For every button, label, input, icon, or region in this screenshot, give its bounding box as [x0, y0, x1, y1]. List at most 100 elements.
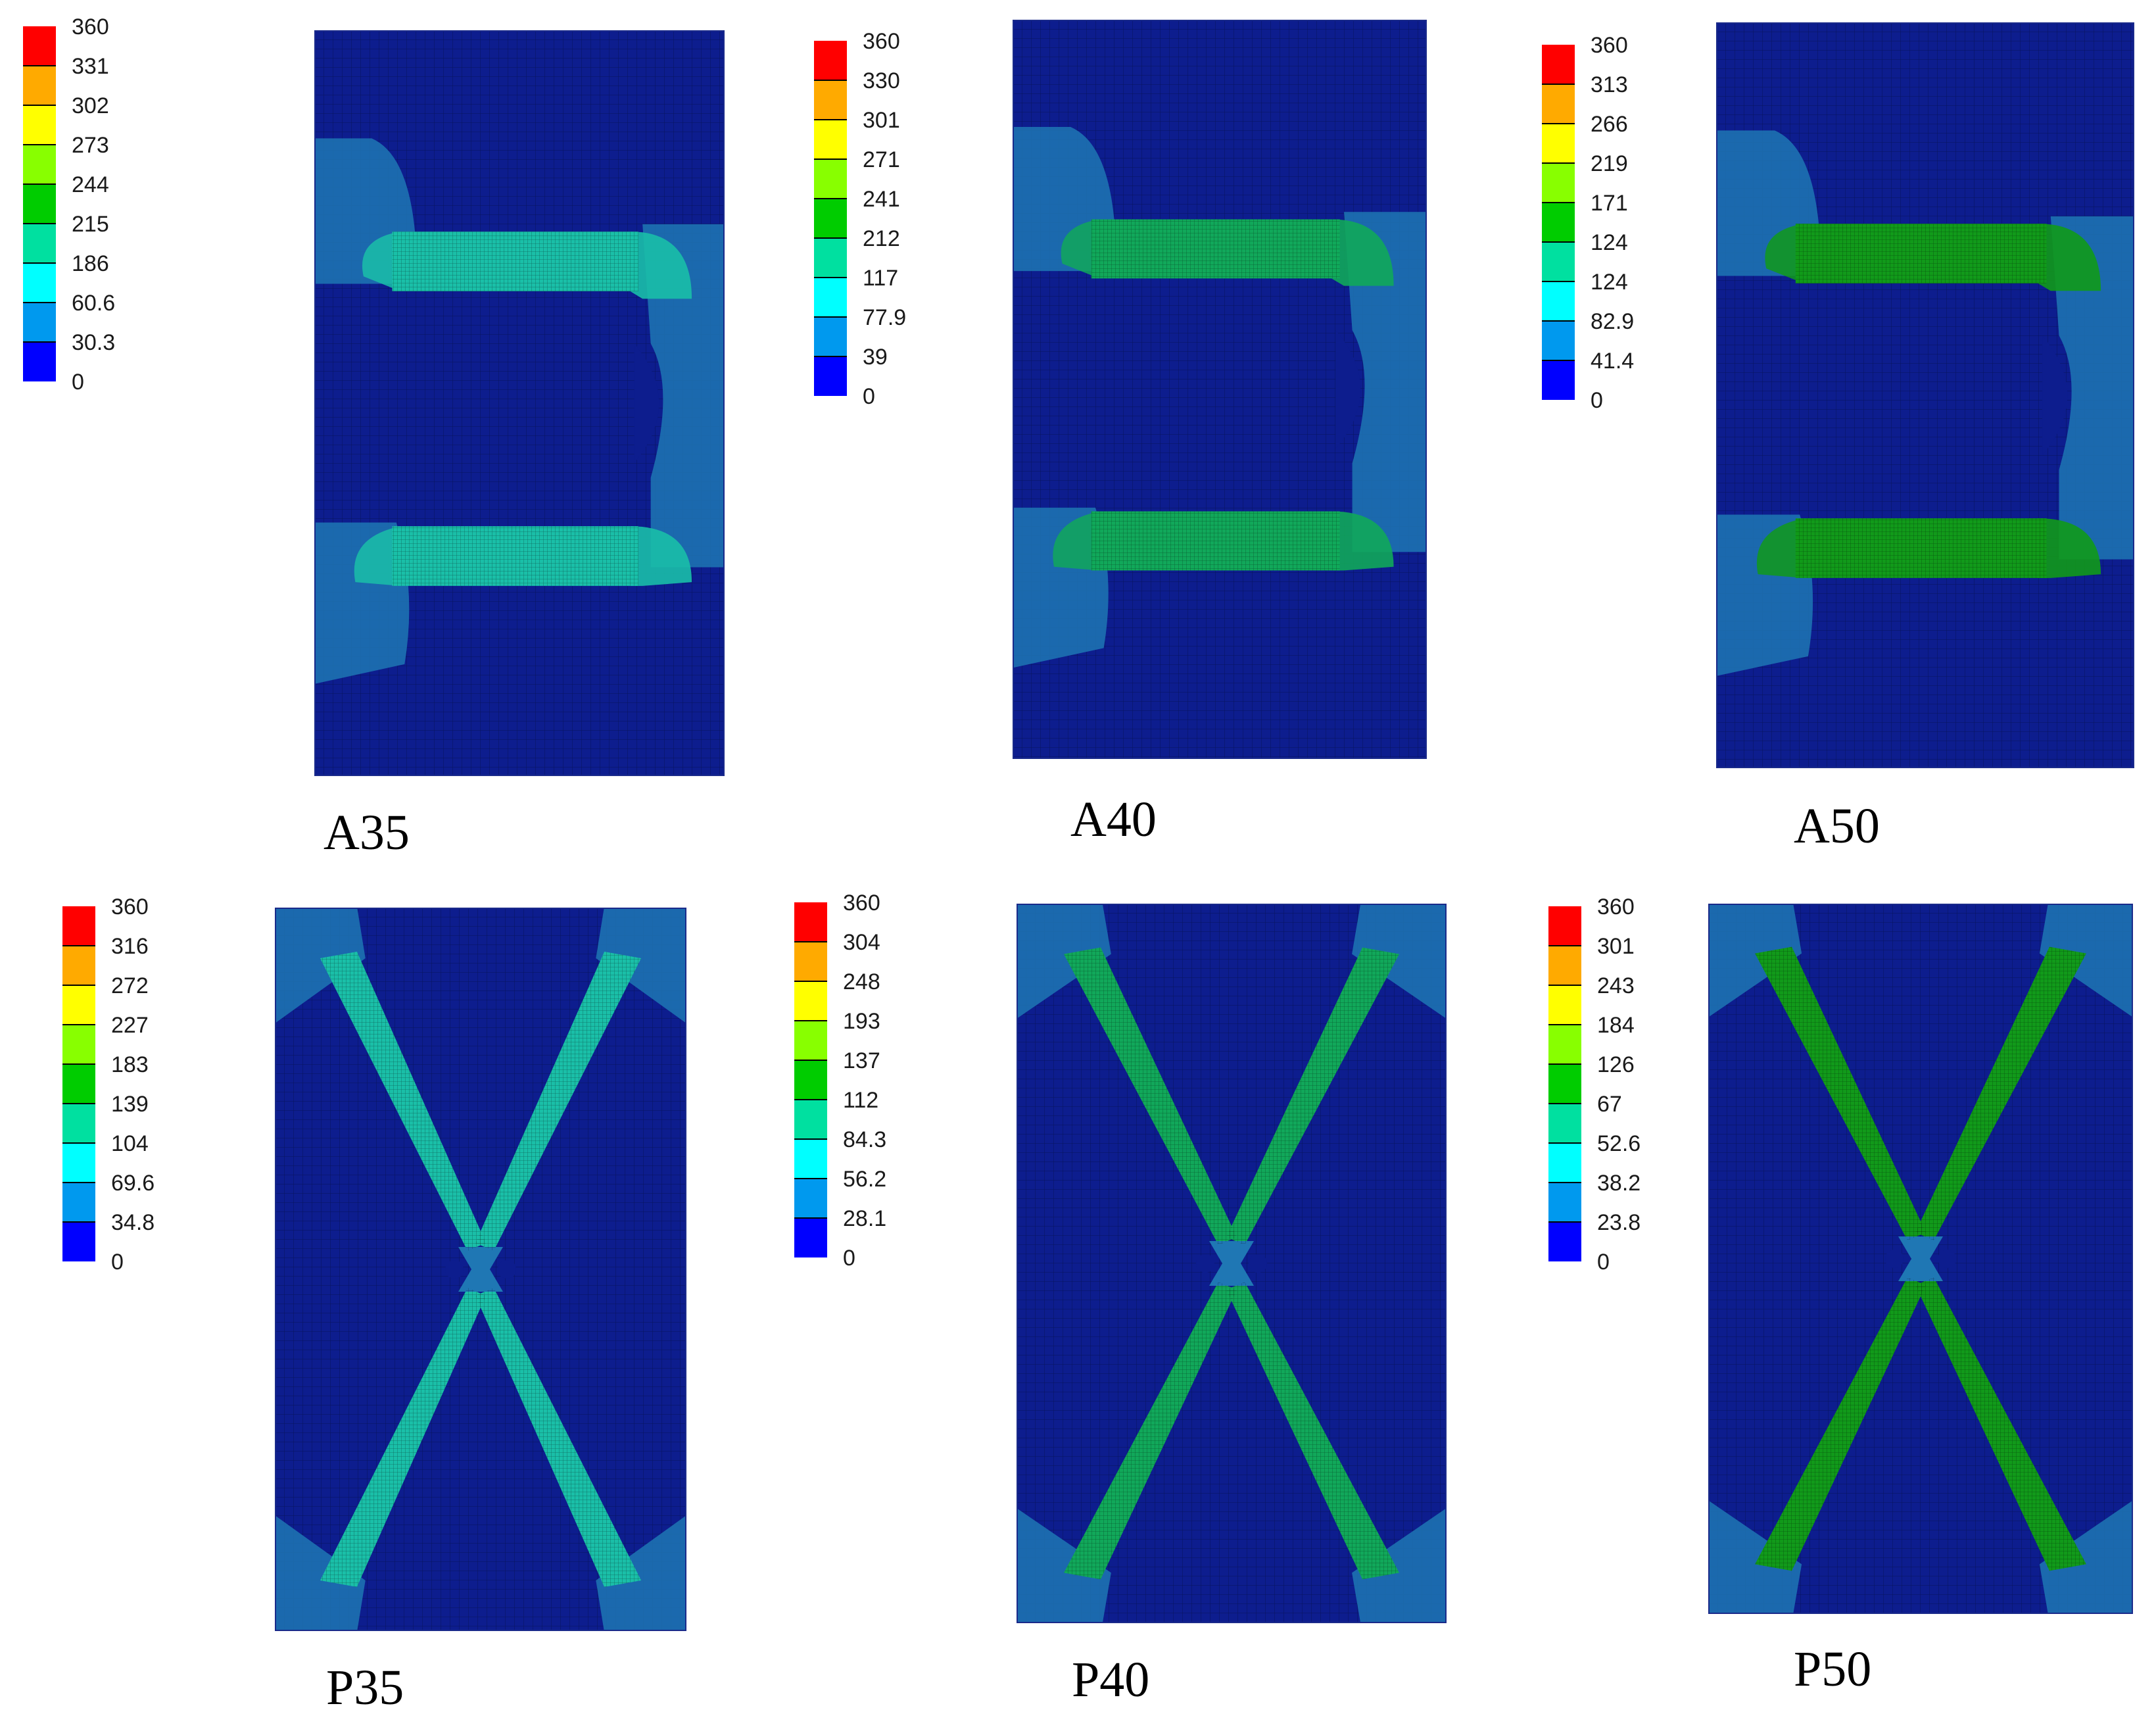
colorbar-separator	[1548, 1103, 1581, 1104]
notch	[445, 1260, 464, 1279]
notch	[1885, 1250, 1904, 1268]
colorbar-label: 0	[863, 384, 875, 409]
elbow	[1061, 219, 1100, 279]
stress-halo	[642, 224, 725, 568]
contour-plot-a40	[1013, 20, 1427, 759]
colorbar-label: 219	[1591, 151, 1628, 176]
colorbar-label: 0	[843, 1246, 855, 1271]
colorbar-swatch	[1548, 946, 1581, 985]
plot-frame	[275, 908, 686, 1631]
colorbar-swatch	[1542, 124, 1575, 163]
elbow	[1053, 511, 1100, 571]
elbow	[1331, 511, 1394, 571]
notch	[2042, 335, 2068, 455]
colorbar-label: 126	[1597, 1052, 1635, 1077]
colorbar-swatch	[794, 1179, 827, 1218]
colorbar-swatch	[1548, 1104, 1581, 1143]
colorbar-swatch	[23, 303, 56, 342]
colorbar-swatch	[23, 263, 56, 303]
stress-halo	[596, 1515, 686, 1631]
plot-frame	[314, 30, 725, 776]
colorbar-label: 183	[111, 1052, 149, 1077]
colorbar-label: 248	[843, 969, 880, 994]
colorbar-label: 244	[72, 172, 109, 197]
colorbar-label: 0	[1591, 388, 1603, 413]
colorbar-separator	[1542, 241, 1575, 243]
colorbar-separator	[794, 1138, 827, 1140]
colorbar-label: 137	[843, 1048, 880, 1073]
colorbar-swatch	[62, 1104, 95, 1143]
elbow	[630, 526, 692, 586]
colorbar-separator	[1542, 162, 1575, 164]
colorbar-label: 104	[111, 1131, 149, 1156]
colorbar-label: 331	[72, 54, 109, 79]
colorbar-label: 112	[843, 1088, 879, 1113]
colorbar-label: 56.2	[843, 1167, 887, 1192]
contour-plot-a35	[314, 30, 725, 776]
colorbar-label: 23.8	[1597, 1210, 1641, 1235]
brace-mesh	[320, 1288, 486, 1587]
brace-mesh	[1063, 947, 1237, 1245]
brace-mesh	[475, 1288, 642, 1587]
stress-halo	[2050, 216, 2134, 560]
brace-mesh	[1915, 946, 2086, 1240]
colorbar-label: 41.4	[1591, 349, 1635, 374]
colorbar-swatch	[1548, 1183, 1581, 1222]
brace-crossing	[1209, 1241, 1254, 1286]
colorbar-swatch	[1548, 985, 1581, 1025]
colorbar-separator	[1548, 1024, 1581, 1025]
colorbar-label: 266	[1591, 112, 1628, 137]
colorbar-separator	[1548, 1142, 1581, 1144]
colorbar-label: 273	[72, 133, 109, 158]
colorbar-swatch	[1542, 360, 1575, 400]
colorbar-swatch	[1548, 1064, 1581, 1104]
colorbar-label: 28.1	[843, 1206, 887, 1231]
colorbar-separator	[814, 237, 847, 239]
colorbar-label: 212	[863, 226, 900, 251]
brace-crossing	[1898, 1236, 1943, 1281]
colorbar-swatch	[814, 41, 847, 80]
colorbar-swatch	[794, 981, 827, 1021]
elbow	[2038, 224, 2101, 291]
colorbar-swatch	[23, 224, 56, 263]
colorbar-swatch	[62, 946, 95, 985]
colorbar-separator	[1542, 202, 1575, 203]
panel-caption-a50: A50	[1794, 798, 1880, 854]
stress-halo	[1017, 1507, 1111, 1623]
colorbar-separator	[814, 198, 847, 199]
colorbar-separator	[794, 941, 827, 942]
colorbar-swatch	[1542, 45, 1575, 84]
colorbar-swatch	[1542, 281, 1575, 321]
colorbar-label: 69.6	[111, 1171, 155, 1196]
colorbar-label: 67	[1597, 1092, 1622, 1117]
colorbar-separator	[1542, 123, 1575, 124]
colorbar-separator	[794, 981, 827, 982]
colorbar-label: 301	[863, 108, 900, 133]
brace-mesh	[320, 952, 486, 1251]
colorbar-label: 0	[1597, 1250, 1610, 1275]
colorbar-swatch	[62, 1143, 95, 1183]
colorbar-separator	[1548, 945, 1581, 946]
stress-halo	[2039, 904, 2133, 1017]
colorbar-label: 30.3	[72, 330, 116, 355]
colorbar-label: 186	[72, 251, 109, 276]
colorbar-label: 60.6	[72, 291, 116, 316]
colorbar-label: 302	[72, 93, 109, 118]
colorbar-separator	[62, 945, 95, 946]
contour-plot-p40	[1017, 904, 1447, 1623]
stress-halo	[2039, 1500, 2133, 1614]
colorbar-separator	[62, 1221, 95, 1223]
panel-caption-p40: P40	[1072, 1652, 1150, 1707]
colorbar-label: 139	[111, 1092, 149, 1117]
colorbar-label: 82.9	[1591, 309, 1635, 334]
colorbar-separator	[1548, 985, 1581, 986]
colorbar-swatch	[1548, 1222, 1581, 1261]
colorbar-label: 313	[1591, 72, 1628, 97]
colorbar-separator	[23, 223, 56, 224]
stress-halo	[1708, 904, 1802, 1017]
colorbar-swatch	[23, 26, 56, 66]
colorbar-separator	[62, 1063, 95, 1065]
colorbar-swatch	[814, 356, 847, 396]
colorbar-separator	[794, 1099, 827, 1100]
colorbar-swatch	[794, 1139, 827, 1179]
